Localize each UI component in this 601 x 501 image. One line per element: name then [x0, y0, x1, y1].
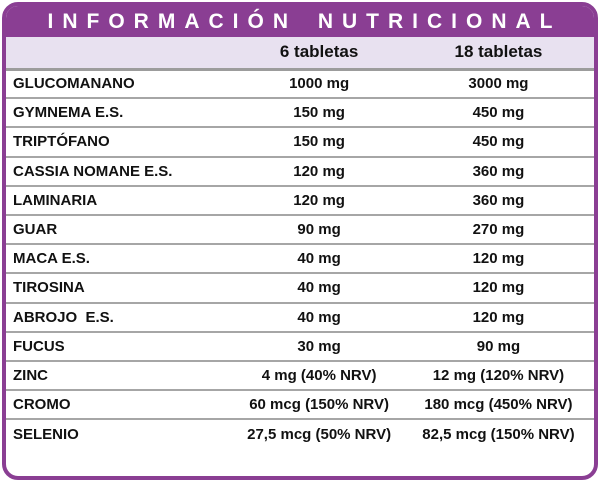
value-6-tablets: 30 mg	[297, 337, 341, 355]
table-row: GYMNEMA E.S. 150 mg 450 mg	[6, 98, 594, 128]
value-6-tablets: 60 mcg (150% NRV)	[249, 396, 389, 414]
ingredient-name: SELENIO	[13, 425, 79, 443]
value-6-tablets: 27,5 mcg (50% NRV)	[247, 425, 392, 443]
table-row: MACA E.S. 40 mg 120 mg	[6, 244, 594, 274]
value-18-tablets: 120 mg	[472, 279, 525, 297]
panel-title: INFORMACIÓN NUTRICIONAL	[6, 6, 594, 37]
table-row: ZINC 4 mg (40% NRV) 12 mg (120% NRV)	[6, 360, 594, 391]
table-row: FUCUS 30 mg 90 mg	[6, 331, 594, 361]
table-row: TRIPTÓFANO 150 mg 450 mg	[6, 127, 594, 157]
table-row: LAMINARIA 120 mg 360 mg	[6, 185, 594, 215]
ingredient-name: GLUCOMANANO	[13, 75, 135, 93]
value-6-tablets: 1000 mg	[289, 75, 350, 93]
value-18-tablets: 450 mg	[472, 133, 525, 151]
column-header-row: 6 tabletas 18 tabletas	[6, 37, 594, 71]
ingredient-name: ABROJO E.S.	[13, 308, 114, 326]
ingredient-name: GUAR	[13, 221, 58, 239]
value-6-tablets: 40 mg	[297, 250, 341, 268]
ingredient-name: TIROSINA	[13, 279, 85, 297]
ingredient-name: ZINC	[13, 366, 48, 384]
table-row: SELENIO 27,5 mcg (50% NRV) 82,5 mcg (150…	[6, 419, 594, 449]
nutrition-panel: INFORMACIÓN NUTRICIONAL 6 tabletas 18 ta…	[2, 2, 598, 480]
value-18-tablets: 120 mg	[472, 308, 525, 326]
value-18-tablets: 90 mg	[476, 337, 521, 355]
ingredient-name: GYMNEMA E.S.	[13, 104, 124, 122]
value-6-tablets: 150 mg	[293, 133, 345, 151]
table-row: ABROJO E.S. 40 mg 120 mg	[6, 302, 594, 332]
value-6-tablets: 4 mg (40% NRV)	[261, 366, 377, 384]
six-tablets-column-header: 6 tabletas	[235, 37, 403, 71]
value-18-tablets: 270 mg	[472, 221, 525, 239]
value-6-tablets: 90 mg	[297, 221, 341, 239]
ingredient-column-header	[6, 37, 236, 71]
ingredient-name: LAMINARIA	[13, 191, 98, 209]
table-row: CROMO 60 mcg (150% NRV) 180 mcg (450% NR…	[6, 390, 594, 420]
value-18-tablets: 360 mg	[472, 162, 525, 180]
ingredient-name: FUCUS	[13, 337, 65, 355]
ingredient-name: MACA E.S.	[13, 250, 90, 268]
value-6-tablets: 150 mg	[293, 104, 345, 122]
value-18-tablets: 360 mg	[472, 191, 525, 209]
ingredient-name: TRIPTÓFANO	[13, 133, 110, 151]
table-row: TIROSINA 40 mg 120 mg	[6, 273, 594, 303]
value-18-tablets: 82,5 mcg (150% NRV)	[422, 425, 575, 443]
ingredient-name: CASSIA NOMANE E.S.	[13, 162, 173, 180]
value-6-tablets: 120 mg	[293, 162, 345, 180]
table-row: GUAR 90 mg 270 mg	[6, 214, 594, 245]
value-18-tablets: 450 mg	[472, 104, 525, 122]
table-row: GLUCOMANANO 1000 mg 3000 mg	[6, 69, 594, 99]
value-18-tablets: 3000 mg	[468, 75, 529, 93]
eighteen-tablets-column-header: 18 tabletas	[402, 37, 594, 71]
ingredient-name: CROMO	[13, 396, 71, 414]
value-6-tablets: 40 mg	[297, 308, 341, 326]
value-6-tablets: 40 mg	[297, 279, 341, 297]
nutrition-table: 6 tabletas 18 tabletas GLUCOMANANO 1000 …	[6, 37, 594, 449]
table-row: CASSIA NOMANE E.S. 120 mg 360 mg	[6, 156, 594, 186]
value-6-tablets: 120 mg	[293, 191, 345, 209]
value-18-tablets: 180 mcg (450% NRV)	[424, 396, 573, 414]
value-18-tablets: 120 mg	[472, 250, 525, 268]
value-18-tablets: 12 mg (120% NRV)	[432, 366, 565, 384]
